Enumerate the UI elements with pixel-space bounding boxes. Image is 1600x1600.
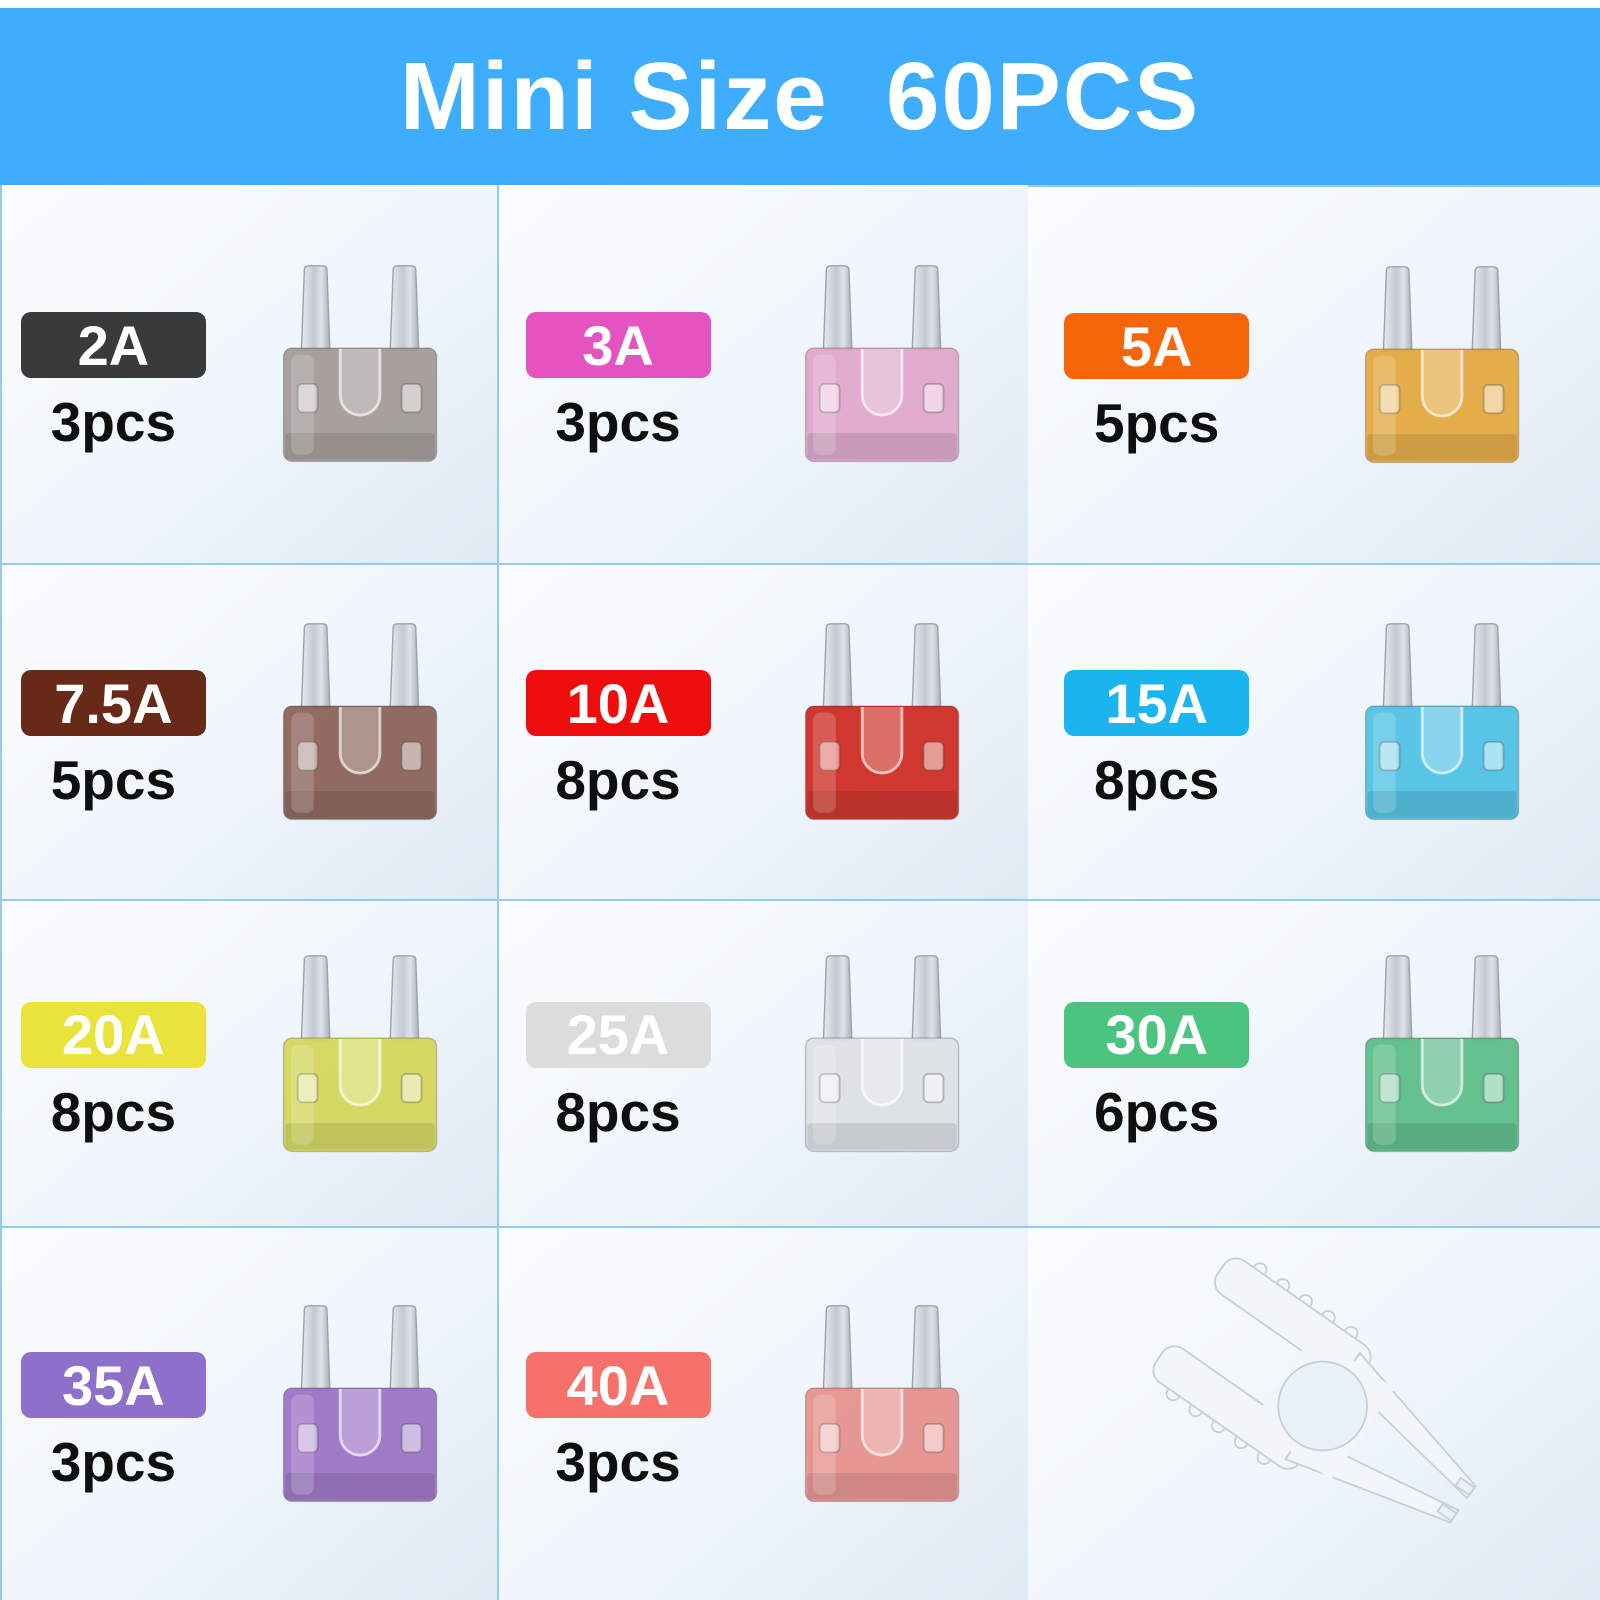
- pcs-count: 8pcs: [555, 1080, 681, 1143]
- pcs-count: 8pcs: [50, 1080, 177, 1143]
- amp-badge: 3A: [525, 312, 711, 378]
- fuse-photo-icon: [282, 265, 438, 463]
- product-cell: 10A 8pcs: [497, 563, 1028, 899]
- fuse-photo-icon: [804, 1305, 959, 1503]
- amp-badge: 30A: [1064, 1001, 1250, 1068]
- amp-badge: 20A: [20, 1001, 206, 1068]
- photo-column: [225, 1303, 497, 1525]
- fuse-photo-icon: [1364, 623, 1519, 821]
- fuse-photo-icon: [804, 623, 959, 821]
- photo-column: [737, 1303, 1028, 1525]
- label-column: 7.5A 5pcs: [2, 652, 225, 812]
- amp-badge: 7.5A: [20, 670, 206, 736]
- photo-column: [1285, 621, 1600, 843]
- pcs-count: 8pcs: [555, 749, 681, 811]
- photo-column: [225, 621, 497, 843]
- product-cell: 25A 8pcs: [497, 899, 1028, 1226]
- product-cell: 5A 5pcs: [1028, 185, 1600, 563]
- photo-column: [225, 953, 497, 1175]
- pcs-count: 8pcs: [1094, 749, 1220, 811]
- fuse-photo-icon: [1364, 954, 1519, 1152]
- photo-column: [737, 953, 1028, 1175]
- pcs-count: 5pcs: [50, 749, 177, 811]
- pcs-count: 3pcs: [50, 1431, 177, 1493]
- amp-badge: 40A: [525, 1352, 711, 1418]
- amp-badge: 10A: [525, 670, 711, 736]
- label-column: 25A 8pcs: [499, 984, 737, 1144]
- photo-column: [737, 621, 1028, 843]
- product-cell: 7.5A 5pcs: [0, 563, 497, 899]
- label-column: 40A 3pcs: [499, 1334, 737, 1494]
- product-cell: 40A 3pcs: [497, 1226, 1028, 1600]
- title-banner: Mini Size 60PCS: [0, 8, 1600, 185]
- label-column: 3A 3pcs: [499, 294, 737, 454]
- fuse-photo-icon: [1364, 266, 1519, 464]
- fuse-grid: 2A 3pcs: [0, 185, 1600, 1600]
- photo-column: [225, 263, 497, 485]
- product-cell: 30A 6pcs: [1028, 899, 1600, 1226]
- pcs-count: 3pcs: [555, 1431, 681, 1493]
- amp-badge: 35A: [20, 1352, 206, 1418]
- product-cell: 15A 8pcs: [1028, 563, 1600, 899]
- label-column: 30A 6pcs: [1028, 984, 1285, 1144]
- pcs-count: 3pcs: [555, 391, 681, 453]
- fuse-puller-icon: [1152, 1257, 1477, 1524]
- fuse-photo-icon: [804, 265, 959, 463]
- product-cell: [1028, 1226, 1600, 1600]
- product-cell: 35A 3pcs: [0, 1226, 497, 1600]
- pcs-count: 5pcs: [1094, 392, 1220, 454]
- fuse-photo-icon: [282, 1305, 438, 1503]
- photo-column: [1285, 953, 1600, 1175]
- pcs-count: 6pcs: [1094, 1080, 1220, 1143]
- amp-badge: 2A: [20, 312, 206, 378]
- top-strip: [0, 0, 1600, 8]
- label-column: 2A 3pcs: [2, 294, 225, 454]
- amp-badge: 5A: [1064, 313, 1250, 379]
- label-column: 20A 8pcs: [2, 984, 225, 1144]
- label-column: 15A 8pcs: [1028, 652, 1285, 812]
- product-cell: 3A 3pcs: [497, 185, 1028, 563]
- label-column: 5A 5pcs: [1028, 295, 1285, 455]
- photo-column: [1285, 264, 1600, 486]
- label-column: 35A 3pcs: [2, 1334, 225, 1494]
- product-cell: 20A 8pcs: [0, 899, 497, 1226]
- product-cell: 2A 3pcs: [0, 185, 497, 563]
- photo-column: [737, 263, 1028, 485]
- pcs-count: 3pcs: [50, 391, 177, 453]
- fuse-photo-icon: [804, 954, 959, 1152]
- page-title: Mini Size 60PCS: [399, 42, 1201, 150]
- amp-badge: 25A: [525, 1001, 711, 1068]
- label-column: 10A 8pcs: [499, 652, 737, 812]
- amp-badge: 15A: [1064, 670, 1250, 736]
- fuse-photo-icon: [282, 623, 438, 821]
- photo-column: [1028, 1229, 1600, 1599]
- fuse-photo-icon: [282, 954, 438, 1152]
